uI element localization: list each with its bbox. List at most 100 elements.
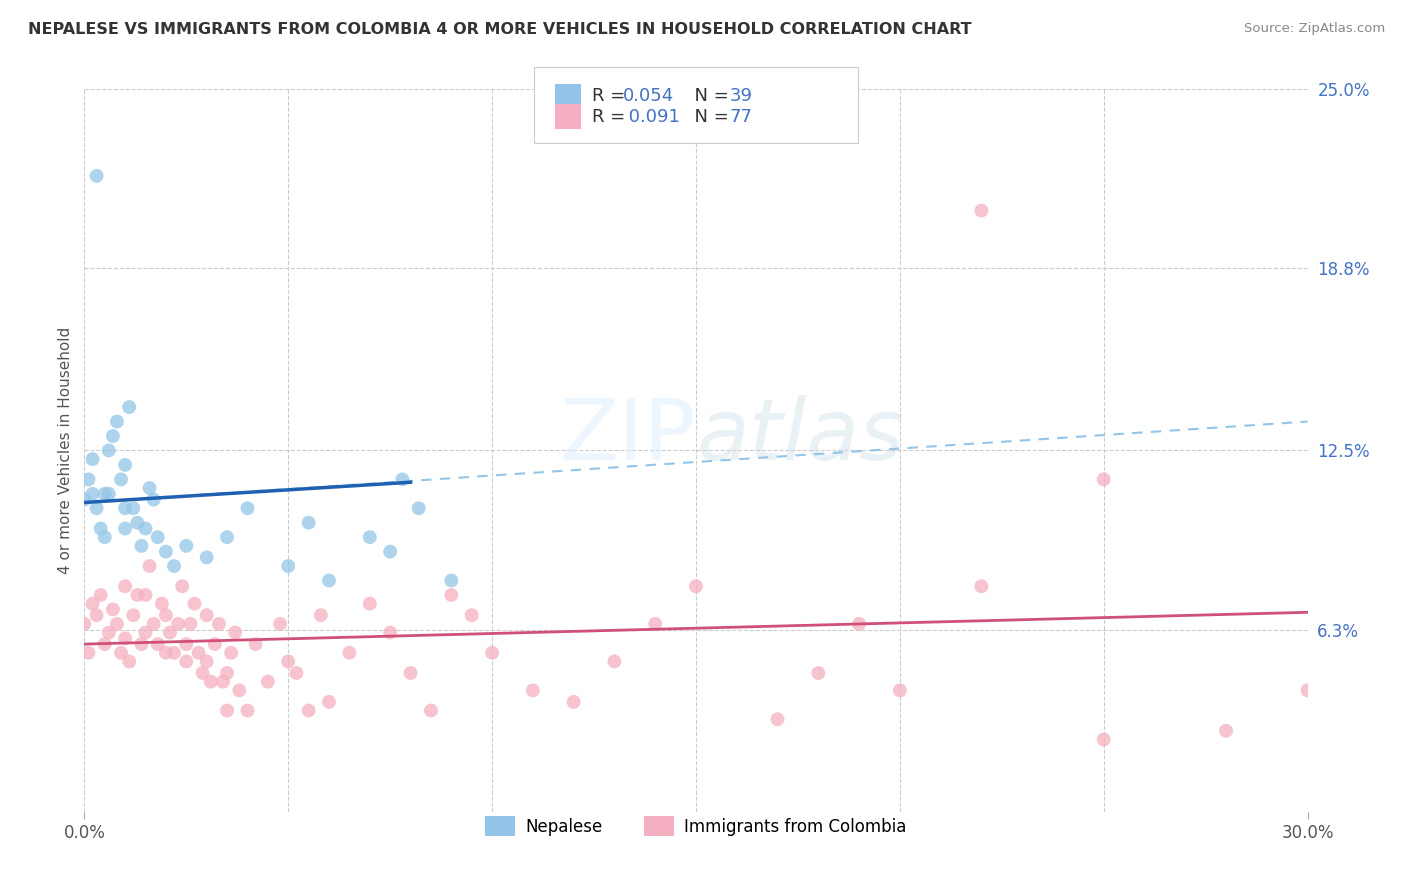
Point (155, 544, 177, 558)
Point (277, 559, 299, 574)
Point (86, 608, 108, 623)
Text: NEPALESE VS IMMIGRANTS FROM COLOMBIA 4 OR MORE VEHICLES IN HOUSEHOLD CORRELATION: NEPALESE VS IMMIGRANTS FROM COLOMBIA 4 O… (28, 22, 972, 37)
Point (318, 695, 340, 709)
Point (217, 530, 239, 544)
Point (298, 704, 321, 718)
Point (195, 550, 218, 565)
Point (766, 712, 789, 726)
Point (187, 646, 209, 660)
Point (73, 492, 96, 507)
Text: R =: R = (592, 108, 631, 126)
Point (219, 646, 242, 660)
Point (380, 544, 402, 558)
Point (217, 704, 239, 718)
Point (93, 637, 115, 651)
Point (142, 616, 165, 631)
Point (138, 559, 160, 574)
Point (179, 616, 201, 631)
Point (339, 646, 361, 660)
Point (90, 521, 112, 535)
Point (150, 597, 173, 611)
Point (970, 579, 993, 593)
Text: ZIP: ZIP (560, 394, 696, 477)
Text: N =: N = (683, 108, 735, 126)
Point (204, 637, 226, 651)
Point (200, 674, 222, 689)
Point (285, 665, 308, 680)
Point (309, 608, 332, 623)
Point (97, 443, 120, 458)
Point (1092, 732, 1115, 747)
Point (93, 530, 115, 544)
Point (228, 683, 250, 698)
Point (245, 637, 267, 651)
Point (224, 625, 246, 640)
Point (122, 501, 145, 516)
Point (82, 487, 104, 501)
Point (174, 539, 197, 553)
Point (86, 169, 108, 183)
Text: 77: 77 (730, 108, 752, 126)
Point (131, 539, 153, 553)
Point (118, 400, 141, 414)
Point (191, 665, 214, 680)
Y-axis label: 4 or more Vehicles in Household: 4 or more Vehicles in Household (58, 326, 73, 574)
Point (889, 683, 911, 698)
Point (122, 608, 145, 623)
Point (685, 579, 707, 593)
Point (562, 695, 585, 709)
Point (970, 203, 993, 218)
Point (155, 646, 177, 660)
Point (408, 501, 430, 516)
Point (391, 472, 413, 486)
Point (212, 674, 235, 689)
Point (359, 597, 381, 611)
Point (1092, 472, 1115, 486)
Point (97, 487, 120, 501)
Point (127, 588, 149, 602)
Point (73, 616, 96, 631)
Point (236, 501, 259, 516)
Text: R =: R = (592, 87, 631, 105)
Point (135, 521, 157, 535)
Point (97, 625, 120, 640)
Text: Source: ZipAtlas.com: Source: ZipAtlas.com (1244, 22, 1385, 36)
Point (77, 646, 100, 660)
Point (135, 588, 157, 602)
Point (114, 579, 136, 593)
Point (118, 655, 141, 669)
Point (114, 458, 136, 472)
Point (93, 487, 115, 501)
Point (138, 481, 160, 495)
Point (208, 616, 231, 631)
Point (131, 637, 153, 651)
Point (163, 559, 186, 574)
Point (114, 501, 136, 516)
Point (399, 665, 422, 680)
Point (82, 597, 104, 611)
Point (257, 674, 280, 689)
Point (380, 625, 402, 640)
Point (269, 616, 291, 631)
Point (127, 516, 149, 530)
Point (90, 588, 112, 602)
Point (183, 597, 205, 611)
Point (807, 665, 830, 680)
Point (114, 521, 136, 535)
Point (159, 625, 181, 640)
Point (163, 646, 186, 660)
Point (105, 415, 128, 429)
Point (195, 655, 218, 669)
Point (146, 530, 169, 544)
Point (82, 452, 104, 467)
Point (110, 472, 132, 486)
Point (236, 704, 259, 718)
Point (1296, 683, 1319, 698)
Point (420, 704, 443, 718)
Point (318, 574, 340, 588)
Point (101, 429, 124, 443)
Point (110, 646, 132, 660)
Point (644, 616, 666, 631)
Point (440, 588, 463, 602)
Point (77, 472, 100, 486)
